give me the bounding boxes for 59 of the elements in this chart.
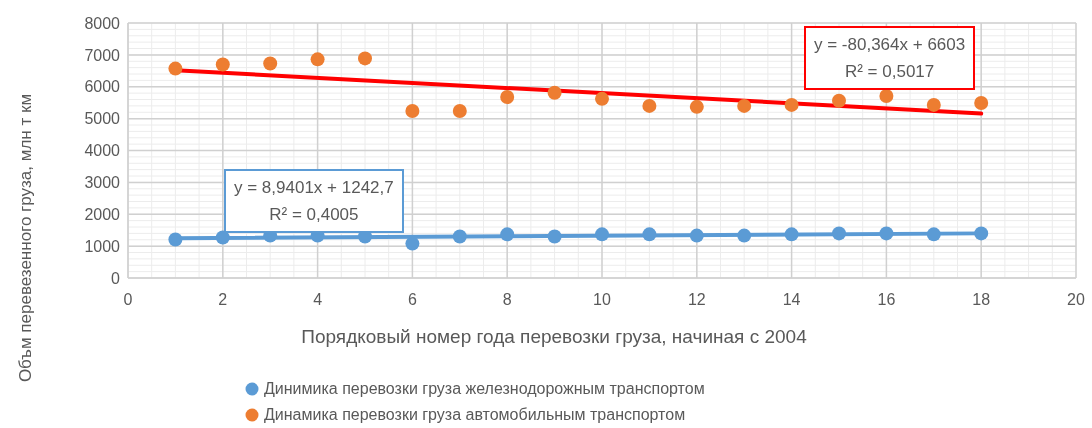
legend-label: Динамика перевозки груза автомобильным транспортом xyxy=(264,406,686,424)
point xyxy=(642,98,657,113)
point xyxy=(358,51,372,66)
y-tick-label: 0 xyxy=(111,269,121,287)
y-tick-label: 3000 xyxy=(84,174,121,192)
x-tick-label: 2 xyxy=(218,291,228,309)
legend-label: Динимика перевозки груза железнодорожным транспортом xyxy=(264,380,705,398)
annotation: y = -80,364x + 6603 R² = 0,5017 xyxy=(804,26,976,90)
x-tick-label: 4 xyxy=(313,291,323,309)
point xyxy=(168,232,183,247)
point xyxy=(926,97,941,112)
point xyxy=(974,226,989,241)
point xyxy=(689,228,704,243)
point xyxy=(595,91,609,106)
x-tick-label: 6 xyxy=(407,291,417,309)
point xyxy=(500,227,515,242)
point xyxy=(405,103,420,118)
y-tick-label: 4000 xyxy=(84,142,121,160)
point xyxy=(784,227,799,242)
point xyxy=(974,96,989,111)
x-tick-label: 0 xyxy=(123,291,133,309)
y-tick-label: 5000 xyxy=(84,110,121,128)
x-tick-label: 10 xyxy=(593,291,611,309)
x-tick-label: 20 xyxy=(1067,291,1085,309)
x-tick-label: 12 xyxy=(687,291,706,309)
point xyxy=(784,97,799,112)
point xyxy=(689,99,704,114)
point xyxy=(215,57,230,72)
point xyxy=(547,85,562,100)
point xyxy=(737,228,752,243)
point xyxy=(452,229,467,244)
point xyxy=(879,226,894,241)
point xyxy=(263,56,278,71)
point xyxy=(595,227,609,242)
point xyxy=(168,61,183,76)
point xyxy=(547,229,562,244)
y-tick-label: 7000 xyxy=(84,46,121,64)
x-axis-title: Порядковый номер года перевозки груза, начиная с 2004 xyxy=(301,326,807,347)
x-tick-label: 18 xyxy=(972,291,991,309)
point xyxy=(737,98,752,113)
point xyxy=(310,52,325,67)
point xyxy=(926,227,941,242)
y-axis-title: Объм перевезенного груза, млн т км xyxy=(16,93,36,383)
point xyxy=(452,103,467,118)
y-tick-label: 1000 xyxy=(84,237,121,255)
x-tick-label: 14 xyxy=(782,291,801,309)
x-tick-label: 8 xyxy=(502,291,512,309)
annotation: y = 8,9401x + 1242,7 R² = 0,4005 xyxy=(224,169,404,233)
y-tick-label: 6000 xyxy=(84,78,121,96)
y-tick-label: 2000 xyxy=(84,205,121,223)
point xyxy=(500,89,515,104)
point xyxy=(642,227,657,242)
point xyxy=(215,230,230,245)
point xyxy=(832,93,846,108)
point xyxy=(832,226,846,241)
x-tick-label: 16 xyxy=(877,291,896,309)
point xyxy=(405,236,420,251)
point xyxy=(879,88,894,103)
y-tick-label: 8000 xyxy=(84,14,121,32)
